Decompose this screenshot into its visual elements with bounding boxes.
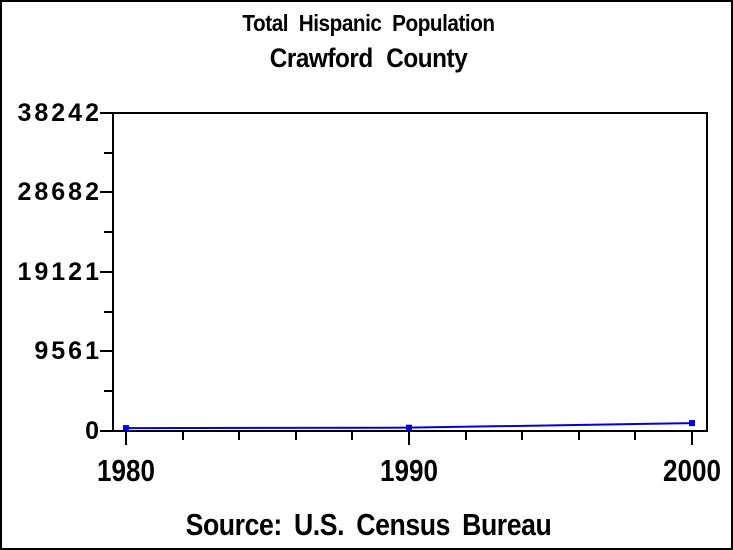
x-major-tick xyxy=(125,432,127,445)
y-minor-tick xyxy=(104,390,112,393)
x-minor-tick xyxy=(464,432,467,440)
x-minor-tick xyxy=(634,432,637,440)
data-series-svg xyxy=(123,420,695,432)
y-minor-tick xyxy=(104,151,112,154)
data-point-marker xyxy=(689,420,695,427)
x-tick-label: 1990 xyxy=(380,453,438,488)
x-major-tick xyxy=(691,432,693,445)
data-point-marker xyxy=(123,425,129,432)
x-minor-tick xyxy=(577,432,580,440)
data-point-marker xyxy=(406,424,412,431)
y-major-tick xyxy=(100,430,112,432)
y-tick-label: 28682 xyxy=(17,178,102,207)
x-minor-tick xyxy=(181,432,184,440)
y-tick-label: 9561 xyxy=(34,337,102,366)
x-minor-tick xyxy=(521,432,524,440)
y-tick-label: 19121 xyxy=(17,258,102,286)
y-minor-tick xyxy=(104,231,112,234)
y-major-tick xyxy=(100,350,112,353)
y-tick-label: 38242 xyxy=(17,99,102,127)
x-major-tick xyxy=(408,432,410,445)
x-minor-tick xyxy=(294,432,297,440)
chart-title: Total Hispanic Population xyxy=(242,10,495,36)
y-major-tick xyxy=(100,191,112,194)
x-tick-label: 1980 xyxy=(97,453,155,488)
chart-subtitle: Crawford County xyxy=(269,43,468,73)
y-minor-tick xyxy=(104,310,112,313)
plot-area xyxy=(112,112,708,432)
y-tick-label: 0 xyxy=(85,417,102,445)
source-caption: Source: U.S. Census Bureau xyxy=(185,507,552,542)
y-major-tick xyxy=(100,112,112,114)
y-major-tick xyxy=(100,271,112,273)
x-minor-tick xyxy=(238,432,241,440)
x-minor-tick xyxy=(351,432,354,440)
x-tick-label: 2000 xyxy=(663,453,721,488)
